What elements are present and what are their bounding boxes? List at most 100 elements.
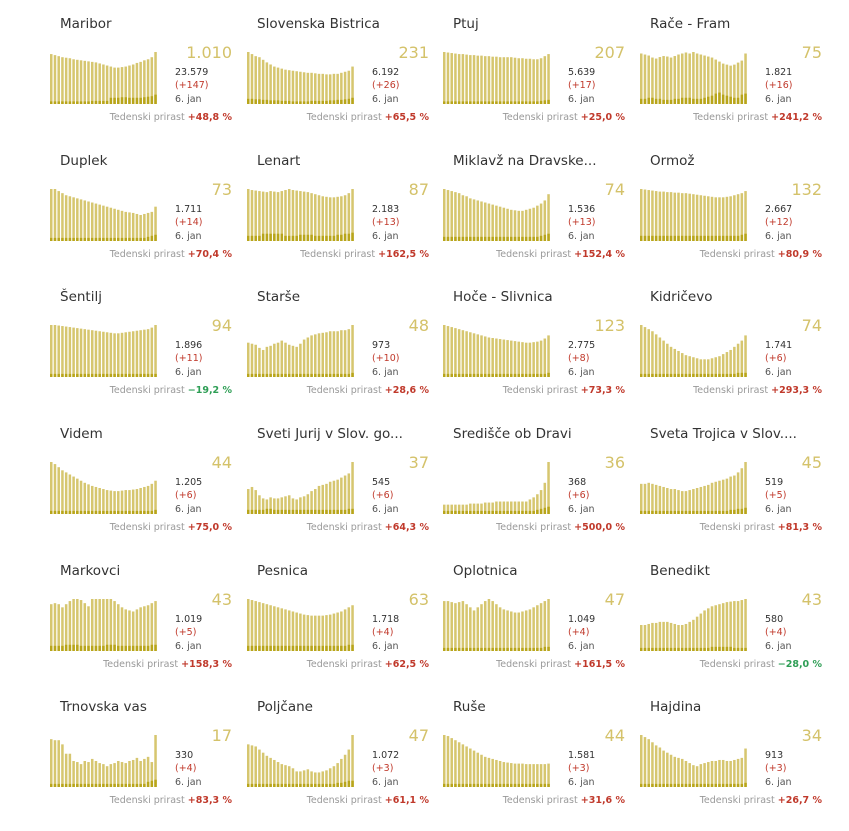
- recent-bar: [469, 647, 472, 651]
- recent-bar: [662, 235, 665, 241]
- recent-bar: [306, 373, 310, 377]
- recent-bar: [87, 645, 90, 651]
- municipality-card[interactable]: Oplotnica 47 1.049 (+4) 6. jan Tedenski prira…: [441, 547, 637, 683]
- bar: [247, 599, 250, 651]
- bar: [513, 210, 517, 241]
- bar: [299, 497, 302, 514]
- recent-bar: [718, 510, 721, 514]
- municipality-card[interactable]: Starše 48 973 (+10) 6. jan Tedenski prirast +…: [245, 273, 441, 409]
- recent-bar: [476, 236, 480, 241]
- municipality-card[interactable]: Ormož 132 2.667 (+12) 6. jan Tedenski prirast…: [638, 137, 834, 273]
- municipality-card[interactable]: Duplek 73 1.711 (+14) 6. jan Tedenski prirast…: [48, 137, 244, 273]
- weekly-growth: Tedenski prirast +500,0 %: [496, 522, 625, 533]
- recent-bar: [651, 783, 654, 787]
- recent-bar: [443, 101, 446, 104]
- municipality-card[interactable]: Markovci 43 1.019 (+5) 6. jan Tedenski priras…: [48, 547, 244, 683]
- recent-bar: [87, 783, 90, 787]
- recent-bar: [532, 783, 535, 787]
- recent-bar: [695, 235, 699, 241]
- recent-bar: [736, 97, 740, 104]
- recent-bar: [299, 645, 302, 651]
- bar-chart: [640, 462, 747, 514]
- recent-bar: [521, 647, 524, 651]
- recent-bar: [729, 646, 732, 651]
- bar: [124, 211, 127, 241]
- municipality-card[interactable]: Videm 44 1.205 (+6) 6. jan Tedenski prirast +…: [48, 410, 244, 546]
- recent-bar: [254, 99, 257, 104]
- recent-bar: [680, 510, 684, 514]
- recent-bar: [261, 509, 265, 514]
- recent-bar: [79, 373, 83, 377]
- municipality-card[interactable]: Sveta Trojica v Slov.... 45 519 (+5) 6. jan T…: [638, 410, 834, 546]
- bar: [343, 609, 347, 651]
- bar: [528, 58, 532, 104]
- municipality-card[interactable]: Maribor 1.010 23.579 (+147) 6. jan Tedenski p…: [48, 0, 244, 136]
- municipality-card[interactable]: Slovenska Bistrica 231 6.192 (+26) 6. jan Ted…: [245, 0, 441, 136]
- municipality-card[interactable]: Sveti Jurij v Slov. go... 37 545 (+6) 6. jan…: [245, 410, 441, 546]
- recent-bar: [699, 510, 703, 514]
- municipality-card[interactable]: Pesnica 63 1.718 (+4) 6. jan Tedenski prirast…: [245, 547, 441, 683]
- daily-delta: (+26): [372, 80, 400, 91]
- recent-bar: [643, 647, 647, 651]
- municipality-card[interactable]: Hoče - Slivnica 123 2.775 (+8) 6. jan Tedensk…: [441, 273, 637, 409]
- bar: [332, 480, 336, 514]
- recent-bar: [291, 509, 295, 514]
- bar: [120, 607, 124, 651]
- bar: [669, 622, 673, 651]
- bar: [64, 195, 68, 241]
- bar: [284, 765, 287, 787]
- municipality-card[interactable]: Miklavž na Dravske... 74 1.536 (+13) 6. jan T…: [441, 137, 637, 273]
- municipality-card[interactable]: Ptuj 207 5.639 (+17) 6. jan Tedenski prirast …: [441, 0, 637, 136]
- recent-bar: [325, 783, 328, 787]
- municipality-card[interactable]: Ruše 44 1.581 (+3) 6. jan Tedenski prirast +3…: [441, 683, 637, 819]
- bar: [662, 191, 665, 241]
- municipality-card[interactable]: Središče ob Dravi 36 368 (+6) 6. jan Tedenski…: [441, 410, 637, 546]
- bar: [539, 203, 543, 241]
- bar: [247, 744, 250, 787]
- recent-bar: [150, 373, 154, 377]
- recent-bar: [669, 99, 673, 104]
- bar: [76, 762, 79, 787]
- municipality-card[interactable]: Trnovska vas 17 330 (+4) 6. jan Tedenski prir…: [48, 683, 244, 819]
- weekly-growth-label: Tedenski prirast: [699, 795, 775, 806]
- bar: [483, 202, 487, 241]
- daily-delta: (+12): [765, 217, 793, 228]
- weekly-growth: Tedenski prirast −28,0 %: [700, 659, 822, 670]
- recent-bar: [284, 100, 287, 104]
- municipality-card[interactable]: Kidričevo 74 1.741 (+6) 6. jan Tedenski prira…: [638, 273, 834, 409]
- bar: [321, 615, 324, 651]
- municipality-card[interactable]: Šentilj 94 1.896 (+11) 6. jan Tedenski priras…: [48, 273, 244, 409]
- municipality-card[interactable]: Lenart 87 2.183 (+13) 6. jan Tedenski prirast…: [245, 137, 441, 273]
- total-cases: 23.579: [175, 67, 209, 78]
- bar: [740, 340, 744, 377]
- bar: [688, 53, 691, 104]
- recent-bar: [310, 645, 313, 651]
- bar: [506, 57, 509, 104]
- recent-bar: [61, 373, 64, 377]
- recent-bar: [343, 233, 347, 241]
- municipality-card[interactable]: Benedikt 43 580 (+4) 6. jan Tedenski prirast …: [638, 547, 834, 683]
- bar: [291, 611, 295, 651]
- recent-bar: [446, 373, 450, 377]
- bar: [261, 603, 265, 651]
- bar: [695, 194, 699, 241]
- bar: [692, 357, 695, 377]
- bar: [454, 740, 457, 787]
- recent-bar: [61, 101, 64, 104]
- recent-bar: [666, 373, 669, 377]
- recent-bar: [536, 373, 539, 377]
- recent-bar: [465, 101, 468, 104]
- recent-bar: [699, 373, 703, 377]
- recent-bar: [483, 373, 487, 377]
- bar: [247, 52, 250, 104]
- recent-bar: [269, 373, 272, 377]
- recent-bar: [128, 237, 131, 241]
- municipality-card[interactable]: Rače - Fram 75 1.821 (+16) 6. jan Tedenski pr…: [638, 0, 834, 136]
- municipality-card[interactable]: Hajdina 34 913 (+3) 6. jan Tedenski prirast +…: [638, 683, 834, 819]
- recent-bar: [269, 508, 272, 514]
- municipality-card[interactable]: Poljčane 47 1.072 (+3) 6. jan Tedenski priras…: [245, 683, 441, 819]
- recent-bar: [495, 373, 498, 377]
- recent-bar: [510, 373, 513, 377]
- recent-bar: [491, 647, 494, 651]
- recent-bar: [677, 235, 680, 241]
